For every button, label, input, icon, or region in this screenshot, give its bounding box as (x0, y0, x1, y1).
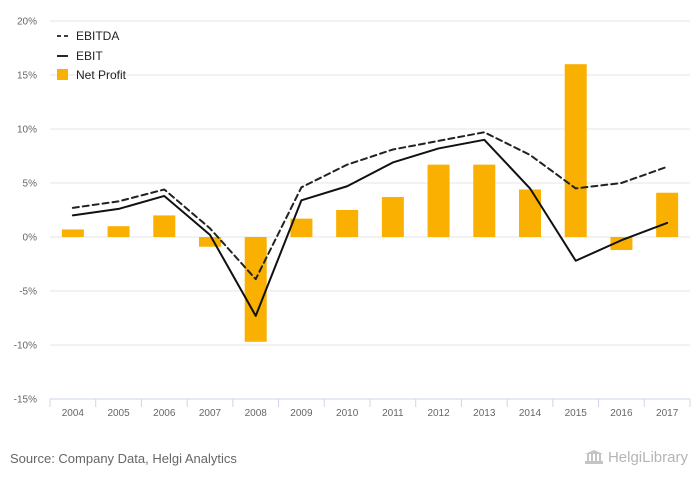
bar-net-profit (244, 237, 267, 342)
bar-net-profit (199, 237, 221, 247)
bar-net-profit (473, 164, 496, 237)
legend-label-ebit: EBIT (76, 49, 103, 63)
x-tick-label: 2011 (382, 408, 404, 419)
bar-net-profit (61, 229, 84, 237)
x-tick-label: 2009 (290, 408, 313, 419)
y-tick-label: 0% (23, 233, 38, 244)
line-ebit (71, 138, 669, 317)
x-tick-label: 2014 (519, 408, 542, 419)
x-tick-label: 2016 (610, 408, 633, 419)
legend-item-ebitda[interactable]: EBITDA (57, 29, 119, 43)
y-tick-label: -5% (19, 287, 37, 298)
y-tick-label: 15% (17, 71, 37, 82)
net-profit-bars (61, 64, 679, 342)
brand-name: HelgiLibrary (607, 449, 688, 466)
x-tick-label: 2004 (62, 408, 85, 419)
bar-net-profit (564, 64, 587, 237)
bar-net-profit (107, 226, 130, 237)
bar-net-profit (427, 164, 450, 237)
y-tick-label: 20% (17, 17, 37, 28)
x-tick-label: 2017 (656, 408, 679, 419)
legend-label-ebitda: EBITDA (76, 29, 119, 43)
x-tick-label: 2010 (336, 408, 359, 419)
legend: EBITDA EBIT Net Profit (57, 29, 127, 82)
x-tick-label: 2008 (245, 408, 268, 419)
brand-logo[interactable]: HelgiLibrary (584, 449, 688, 466)
bar-net-profit (153, 215, 176, 237)
gridlines (50, 20, 690, 400)
series-lines (71, 131, 669, 317)
bar-net-profit (610, 237, 633, 250)
x-axis: 2004 2005 2006 2007 2008 2009 2010 2011 2012 2013… (49, 398, 691, 419)
y-axis: 20% 15% 10% 5% 0% -5% -10% -15% (14, 17, 37, 406)
bar-net-profit (381, 197, 404, 237)
y-tick-label: 5% (23, 179, 38, 190)
x-tick-label: 2006 (153, 408, 176, 419)
line-ebitda (71, 131, 669, 281)
x-tick-label: 2007 (199, 408, 222, 419)
bar-net-profit (336, 210, 359, 237)
y-tick-label: -15% (14, 395, 37, 406)
x-tick-label: 2015 (565, 408, 588, 419)
legend-item-ebit[interactable]: EBIT (57, 49, 103, 63)
bar-net-profit (656, 192, 679, 237)
x-tick-label: 2013 (473, 408, 496, 419)
source-note: Source: Company Data, Helgi Analytics (10, 451, 237, 466)
chart: 20%15%10%5%0%-5%-10%-15% 2004 2005 2006 200… (14, 17, 691, 419)
bar-net-profit (290, 218, 313, 237)
x-tick-label: 2005 (107, 408, 130, 419)
x-tick-label: 2012 (427, 408, 450, 419)
y-tick-label: 10% (17, 125, 37, 136)
legend-swatch-net-profit (57, 69, 68, 80)
y-tick-label: -10% (14, 341, 37, 352)
library-icon (584, 449, 603, 464)
legend-item-net-profit[interactable]: Net Profit (57, 68, 127, 82)
bar-net-profit (519, 189, 541, 237)
legend-label-net-profit: Net Profit (76, 68, 127, 82)
